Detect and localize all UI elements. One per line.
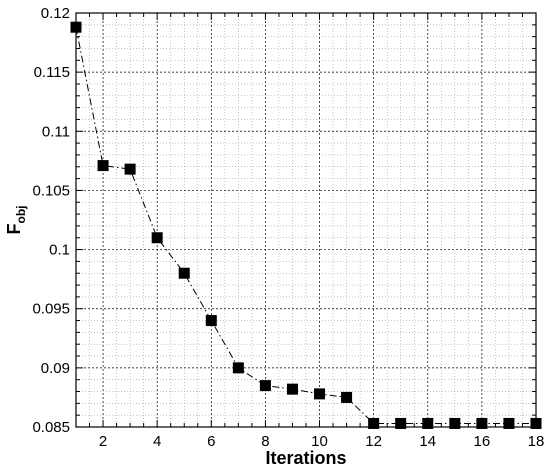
x-tick-label: 10: [311, 433, 328, 450]
data-point-marker: [286, 383, 298, 395]
data-point-marker: [124, 163, 136, 175]
x-tick-label: 2: [99, 433, 107, 450]
y-axis-title: Fobj: [4, 206, 28, 235]
y-tick-label: 0.09: [41, 360, 70, 377]
x-tick-label: 16: [474, 433, 491, 450]
x-tick-labels: 2 4 6 8 10 12 14 16 18: [99, 433, 544, 450]
y-tick-label: 0.11: [42, 123, 70, 140]
data-point-marker: [422, 417, 434, 429]
y-tick-label: 0.115: [34, 64, 70, 81]
y-tick-label: 0.12: [41, 5, 70, 22]
y-tick-label: 0.095: [32, 301, 70, 318]
major-grid: [76, 13, 536, 427]
minor-grid: [76, 13, 536, 427]
data-point-marker: [259, 380, 271, 392]
series-line: [75, 27, 536, 424]
x-tick-label: 4: [153, 433, 161, 450]
data-point-marker: [476, 417, 488, 429]
y-axis-title-subscript: obj: [14, 206, 28, 224]
x-tick-label: 12: [365, 433, 382, 450]
data-point-marker: [503, 417, 515, 429]
data-point-marker: [151, 232, 163, 244]
data-point-marker: [314, 388, 326, 400]
data-point-marker: [449, 417, 461, 429]
data-point-marker: [395, 417, 407, 429]
x-tick-label: 8: [261, 433, 269, 450]
data-point-marker: [97, 160, 109, 172]
series-markers: [70, 21, 542, 429]
x-tick-label: 18: [528, 433, 545, 450]
y-tick-label: 0.085: [32, 419, 70, 436]
x-axis-title: Iterations: [265, 448, 346, 468]
data-point-marker: [205, 315, 217, 327]
y-tick-labels: 0.085 0.09 0.095 0.1 0.105 0.11 0.115 0.12: [32, 5, 70, 436]
data-point-marker: [178, 267, 190, 279]
y-axis-title-main: F: [4, 224, 24, 235]
data-point-marker: [232, 362, 244, 374]
x-tick-label: 14: [419, 433, 436, 450]
x-tick-label: 6: [207, 433, 215, 450]
axis-ticks: [76, 13, 536, 427]
data-point-marker: [341, 391, 353, 403]
data-point-marker: [368, 417, 380, 429]
data-point-marker: [70, 21, 82, 33]
data-point-marker: [530, 417, 542, 429]
y-tick-label: 0.105: [32, 182, 70, 199]
y-tick-label: 0.1: [49, 242, 70, 259]
